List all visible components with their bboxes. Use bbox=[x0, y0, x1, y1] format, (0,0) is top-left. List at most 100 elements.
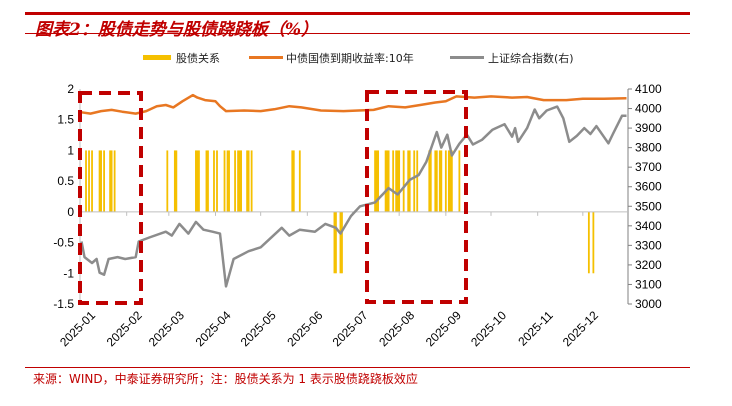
bar-stock-bond-relation bbox=[166, 150, 169, 212]
bar-stock-bond-relation bbox=[198, 150, 200, 212]
bar-stock-bond-relation bbox=[292, 150, 295, 212]
bar-stock-bond-relation bbox=[375, 150, 378, 212]
right-tick-label: 3000 bbox=[635, 297, 662, 311]
bar-stock-bond-relation bbox=[429, 150, 432, 212]
bar-stock-bond-relation bbox=[398, 150, 401, 212]
bar-stock-bond-relation bbox=[205, 150, 208, 212]
bar-stock-bond-relation bbox=[440, 150, 443, 212]
bar-stock-bond-relation bbox=[587, 211, 590, 274]
bar-stock-bond-relation bbox=[444, 150, 447, 212]
bar-stock-bond-relation bbox=[237, 150, 239, 212]
left-tick-label: 0.5 bbox=[57, 174, 74, 188]
left-tick-label: 2 bbox=[67, 82, 74, 96]
x-tick-label: 2025-12 bbox=[560, 308, 601, 349]
bar-stock-bond-relation bbox=[207, 150, 209, 212]
bar-stock-bond-relation bbox=[298, 150, 301, 212]
right-tick-label: 3600 bbox=[635, 180, 662, 194]
x-tick-label: 2025-08 bbox=[376, 308, 417, 349]
bar-stock-bond-relation bbox=[223, 150, 226, 212]
x-tick-label: 2025-09 bbox=[423, 308, 464, 349]
title-rule bbox=[25, 33, 690, 34]
right-tick-label: 3200 bbox=[635, 258, 662, 272]
legend-swatch-bar bbox=[143, 55, 171, 60]
bar-stock-bond-relation bbox=[100, 150, 102, 212]
bar-stock-bond-relation bbox=[447, 150, 450, 212]
bar-stock-bond-relation bbox=[374, 150, 376, 212]
bar-stock-bond-relation bbox=[291, 150, 294, 212]
x-tick-label: 2025-11 bbox=[515, 308, 556, 349]
highlight-box-jan-feb bbox=[78, 91, 143, 305]
right-tick-label: 4000 bbox=[635, 102, 662, 116]
bar-stock-bond-relation bbox=[226, 150, 229, 212]
bar-stock-bond-relation bbox=[196, 150, 199, 212]
bar-stock-bond-relation bbox=[88, 150, 90, 212]
bar-stock-bond-relation bbox=[384, 150, 387, 212]
left-tick-label: 1.5 bbox=[57, 113, 74, 127]
bar-stock-bond-relation bbox=[85, 150, 87, 212]
left-tick-label: -0.5 bbox=[53, 236, 74, 250]
bar-stock-bond-relation bbox=[386, 150, 389, 212]
bar-stock-bond-relation bbox=[195, 150, 197, 212]
bar-stock-bond-relation bbox=[416, 150, 419, 212]
right-tick-label: 3100 bbox=[635, 277, 662, 291]
x-tick-label: 2025-03 bbox=[146, 308, 187, 349]
right-tick-label: 4100 bbox=[635, 82, 662, 96]
bar-stock-bond-relation bbox=[396, 150, 399, 212]
top-rule bbox=[25, 12, 690, 15]
bar-stock-bond-relation bbox=[250, 150, 253, 212]
bar-stock-bond-relation bbox=[392, 150, 395, 212]
x-tick-label: 2025-10 bbox=[468, 308, 509, 349]
left-tick-label: 1 bbox=[67, 143, 74, 157]
legend: 股债关系 中债国债到期收益率:10年 上证综合指数(右) bbox=[143, 51, 574, 65]
x-tick-label: 2025-01 bbox=[57, 308, 98, 349]
left-tick-label: 0 bbox=[67, 205, 74, 219]
bar-stock-bond-relation bbox=[395, 150, 398, 212]
chart-title: 图表2：股债走势与股债跷跷板（%） bbox=[35, 20, 318, 40]
line-shanghai-composite bbox=[80, 105, 627, 288]
x-tick-label: 2025-05 bbox=[238, 308, 279, 349]
left-tick-label: -1 bbox=[63, 266, 74, 280]
bar-stock-bond-relation bbox=[246, 150, 249, 212]
bar-stock-bond-relation bbox=[449, 150, 452, 212]
highlight-box-jul-sep bbox=[365, 90, 468, 304]
right-tick-label: 3400 bbox=[635, 219, 662, 233]
bar-stock-bond-relation bbox=[91, 150, 93, 212]
bar-stock-bond-relation bbox=[377, 150, 379, 212]
bar-stock-bond-relation bbox=[333, 211, 336, 274]
bar-stock-bond-relation bbox=[110, 150, 113, 212]
source-rule bbox=[25, 367, 690, 368]
bar-stock-bond-relation bbox=[103, 150, 105, 212]
bar-stock-bond-relation bbox=[428, 150, 431, 212]
bar-stock-bond-relation bbox=[592, 211, 595, 274]
bar-stock-bond-relation bbox=[234, 150, 236, 212]
bar-stock-bond-relation bbox=[238, 150, 241, 212]
bar-stock-bond-relation bbox=[450, 150, 453, 212]
bar-stock-bond-relation bbox=[173, 150, 176, 212]
bar-stock-bond-relation bbox=[247, 150, 250, 212]
bar-stock-bond-relation bbox=[387, 150, 390, 212]
bar-stock-bond-relation bbox=[213, 150, 215, 212]
right-tick-label: 3300 bbox=[635, 238, 662, 252]
legend-swatch-yield bbox=[249, 56, 283, 59]
bar-stock-bond-relation bbox=[216, 150, 218, 212]
line-bond-yield-10y bbox=[81, 93, 627, 115]
bar-stock-bond-relation bbox=[335, 211, 337, 274]
bar-stock-bond-relation bbox=[98, 150, 101, 212]
legend-label-index: 上证综合指数(右) bbox=[488, 51, 574, 65]
x-tick-label: 2025-06 bbox=[284, 308, 325, 349]
legend-label-yield: 中债国债到期收益率:10年 bbox=[286, 51, 414, 65]
right-tick-label: 3700 bbox=[635, 160, 662, 174]
right-tick-label: 3900 bbox=[635, 121, 662, 135]
bar-stock-bond-relation bbox=[113, 150, 116, 212]
x-tick-label: 2025-07 bbox=[330, 308, 371, 349]
bar-stock-bond-relation bbox=[228, 150, 230, 212]
right-tick-label: 3800 bbox=[635, 141, 662, 155]
legend-label-bar: 股债关系 bbox=[176, 51, 220, 65]
x-tick-label: 2025-04 bbox=[193, 308, 234, 349]
bar-stock-bond-relation bbox=[434, 150, 437, 212]
source-note: 来源：WIND，中泰证券研究所；注：股债关系为 1 表示股债跷跷板效应 bbox=[33, 372, 418, 386]
bar-stock-bond-relation bbox=[413, 150, 416, 212]
bar-stock-bond-relation bbox=[402, 150, 405, 212]
bar-stock-bond-relation bbox=[438, 150, 441, 212]
